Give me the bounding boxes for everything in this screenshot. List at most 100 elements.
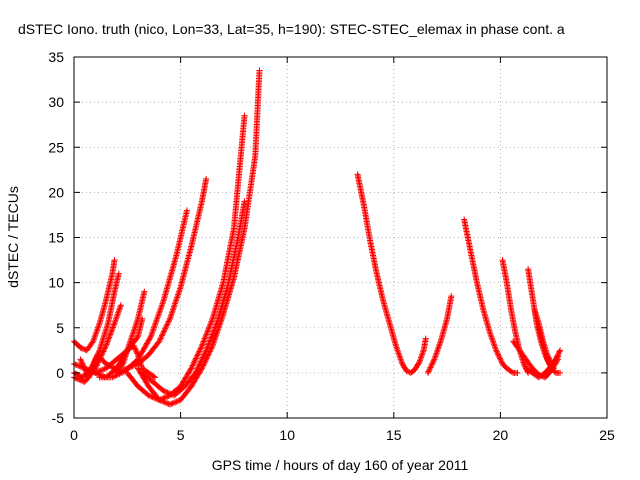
data-point (116, 368, 123, 375)
data-point (79, 360, 86, 367)
data-point (395, 350, 402, 357)
data-point (163, 322, 170, 329)
data-point (209, 331, 216, 338)
data-point (191, 358, 198, 365)
data-point (94, 326, 101, 333)
data-point (101, 345, 108, 352)
data-point (202, 332, 209, 339)
data-point (100, 366, 107, 373)
data-series (525, 266, 557, 372)
data-point (193, 368, 200, 375)
data-point (489, 338, 496, 345)
data-point (154, 315, 161, 322)
data-point (147, 335, 153, 342)
grid (74, 57, 607, 418)
data-point (131, 345, 138, 352)
data-point (487, 330, 494, 337)
data-point (80, 363, 87, 370)
data-point (448, 293, 455, 300)
data-point (148, 393, 155, 400)
data-point (115, 308, 122, 315)
data-point (162, 325, 169, 332)
data-point (202, 334, 209, 341)
y-tick-label: 5 (56, 320, 64, 336)
data-point (430, 357, 437, 364)
data-point (129, 332, 136, 339)
data-point (173, 297, 180, 304)
data-point (74, 376, 81, 383)
x-tick-label: 0 (70, 427, 78, 443)
data-point (174, 294, 181, 301)
data-point (176, 287, 183, 294)
data-point (207, 321, 214, 328)
data-point (164, 319, 171, 326)
y-axis-label: dSTEC / TECUs (5, 186, 21, 288)
data-point (156, 396, 163, 403)
data-point (88, 368, 95, 375)
data-point (424, 369, 431, 376)
data-point (495, 352, 502, 359)
chart-title: dSTEC Iono. truth (nico, Lon=33, Lat=35,… (18, 21, 565, 37)
data-point (113, 369, 120, 376)
data-point (490, 339, 497, 346)
data-point (427, 364, 434, 371)
data-point (547, 362, 554, 369)
data-point (95, 323, 102, 330)
data-point (160, 329, 167, 336)
plot-frame (73, 56, 608, 419)
data-point (115, 309, 122, 316)
data-point (149, 329, 156, 336)
data-point (197, 360, 204, 367)
data-point (208, 334, 215, 341)
data-point (200, 352, 207, 359)
data-point (193, 367, 200, 374)
x-tick-label: 15 (386, 427, 402, 443)
data-point (170, 305, 177, 312)
data-point (92, 369, 99, 376)
data-point (116, 305, 123, 312)
data-point (158, 334, 165, 341)
data-series (461, 216, 521, 376)
data-point (498, 358, 505, 365)
x-axis-label: GPS time / hours of day 160 of year 2011 (212, 457, 469, 473)
x-tick-label: 25 (599, 427, 615, 443)
data-point (521, 362, 528, 369)
data-point (150, 326, 157, 333)
data-point (104, 339, 111, 346)
data-point (435, 345, 442, 352)
data-point (160, 398, 167, 405)
data-point (112, 317, 119, 324)
data-point (546, 360, 553, 367)
data-point (188, 365, 195, 372)
data-point (172, 300, 179, 307)
data-point (91, 333, 98, 340)
data-point (395, 348, 402, 355)
data-point (161, 388, 168, 395)
data-point (514, 369, 521, 376)
data-point (196, 348, 203, 355)
data-point (153, 318, 160, 325)
data-point (200, 339, 207, 346)
data-point (428, 363, 435, 370)
data-point (201, 351, 208, 358)
data-point (205, 327, 212, 334)
data-point (162, 394, 169, 401)
data-point (203, 175, 210, 182)
data-point (417, 354, 424, 361)
data-point (198, 344, 205, 351)
data-point (156, 338, 163, 345)
data-point (89, 364, 96, 371)
y-tick-label: 25 (48, 139, 64, 155)
data-point (486, 329, 493, 336)
data-points (71, 67, 564, 408)
data-point (92, 356, 99, 363)
data-point (172, 299, 179, 306)
data-point (100, 347, 107, 354)
data-point (131, 326, 138, 333)
data-point (425, 368, 432, 375)
data-point (491, 342, 498, 349)
y-tick-label: 15 (48, 230, 64, 246)
data-point (165, 318, 172, 325)
data-point (554, 354, 561, 361)
data-point (213, 321, 220, 328)
